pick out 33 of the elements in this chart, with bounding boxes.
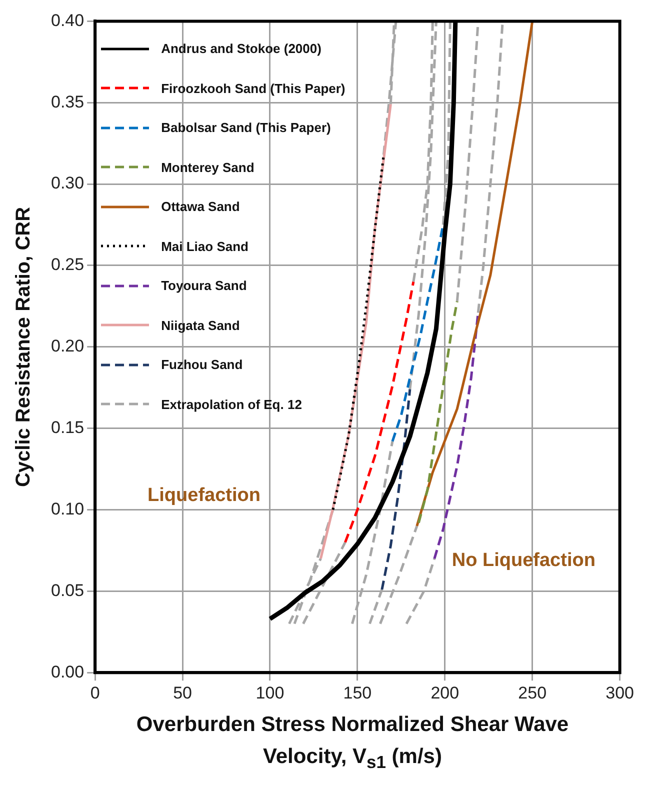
y-axis-title: Cyclic Resistance Ratio, CRR (12, 206, 36, 487)
legend-label: Ottawa Sand (161, 199, 240, 214)
x-tick-label: 300 (606, 683, 634, 702)
x-tick-label: 200 (430, 683, 460, 702)
x-tick-label: 100 (256, 683, 284, 702)
y-tick-label: 0.05 (50, 580, 84, 600)
line-series (344, 280, 415, 544)
y-tick-label: 0.15 (50, 418, 84, 438)
line-series (380, 388, 412, 591)
x-tick-label: 250 (518, 683, 547, 702)
y-tick-label: 0.20 (50, 336, 84, 356)
y-tick-label: 0.40 (50, 10, 84, 30)
legend-label: Babolsar Sand (This Paper) (161, 120, 331, 136)
x-tick-label: 150 (343, 683, 372, 702)
y-tick-label: 0.35 (50, 92, 84, 112)
legend-label: Fuzhou Sand (161, 357, 243, 372)
legend-label: Niigata Sand (161, 318, 240, 333)
y-tick-label: 0.00 (50, 662, 84, 682)
line-series (417, 300, 458, 524)
annotation: No Liquefaction (452, 550, 596, 572)
y-tick-label: 0.30 (50, 174, 84, 193)
annotation: Liquefaction (148, 484, 260, 507)
legend-label: Mai Liao Sand (161, 238, 248, 254)
legend-label: Toyoura Sand (161, 278, 247, 294)
y-tick-label: 0.10 (50, 499, 84, 518)
x-axis-title: Overburden Stress Normalized Shear Wave Velocity, V$_{s1}$ (m/s) (135, 712, 570, 774)
x-tick-label: 50 (173, 683, 192, 702)
legend-label: Extrapolation of Eq. 12 (161, 396, 302, 412)
legend-label: Andrus and Stokoe (2000) (161, 41, 322, 56)
y-tick-label: 0.25 (50, 255, 84, 274)
legend-label: Monterey Sand (161, 160, 254, 175)
x-tick-label: 0 (90, 683, 100, 702)
legend-label: Firoozkooh Sand (This Paper) (161, 80, 346, 96)
